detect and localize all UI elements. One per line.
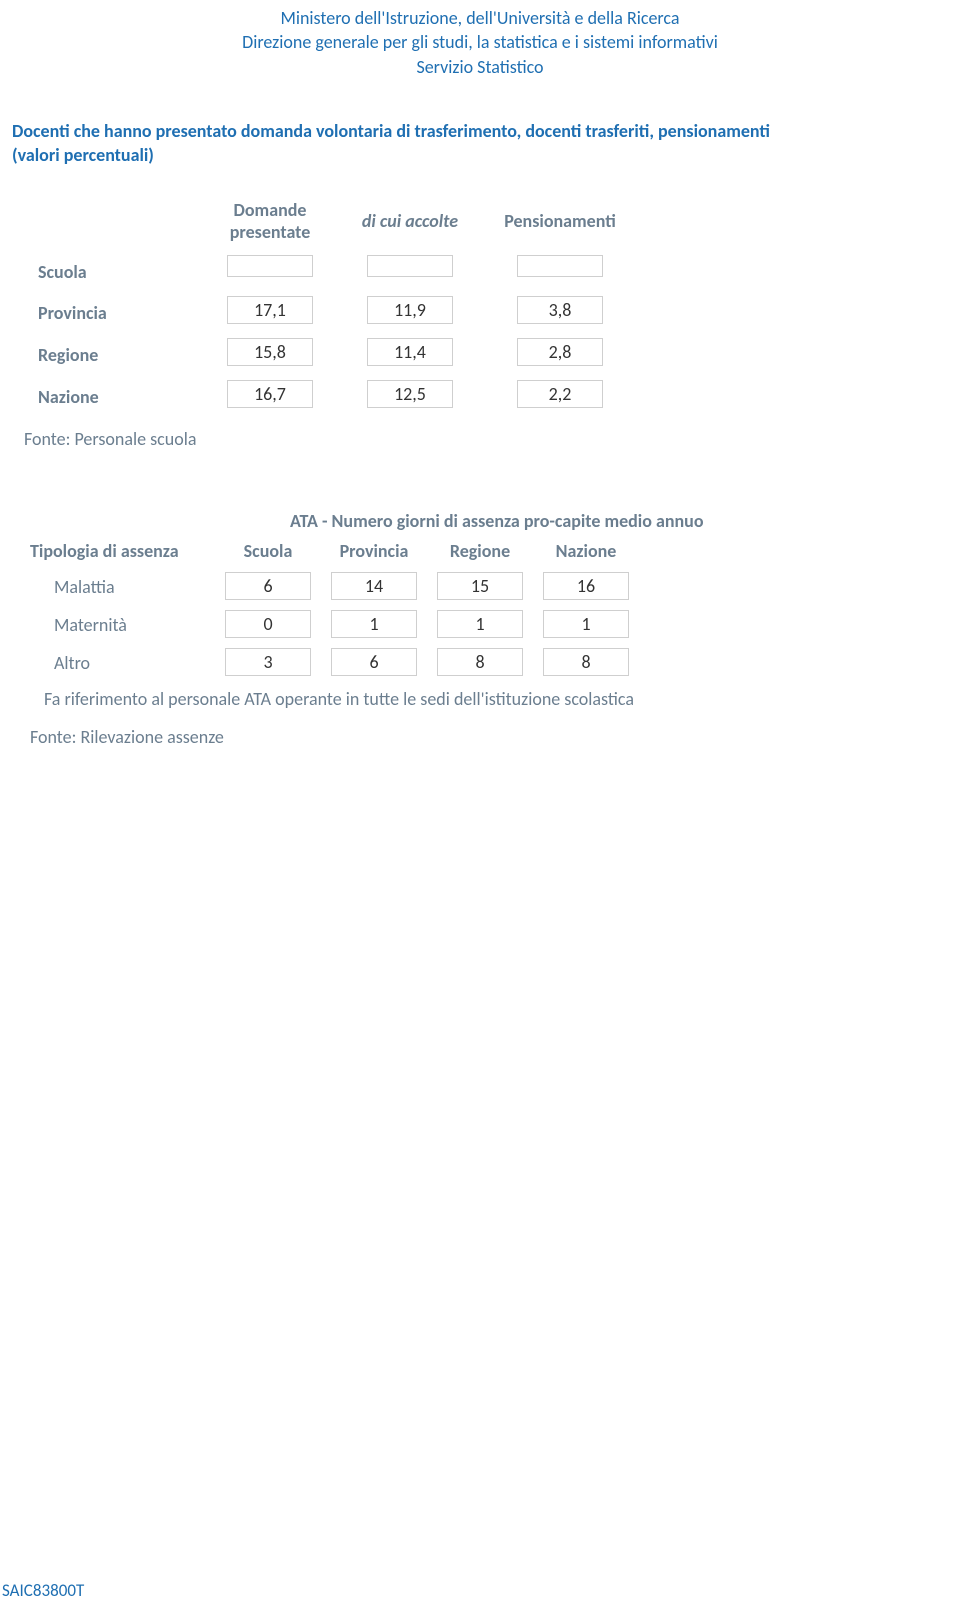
- table1-header-row: Domande presentate di cui accolte Pensio…: [0, 195, 635, 251]
- cell-regione-domande: 15,8: [227, 338, 313, 366]
- table-row: Regione 15,8 11,4 2,8: [0, 334, 635, 376]
- cell-maternita-scuola: 0: [225, 610, 311, 638]
- cell-scuola-accolte: [367, 255, 453, 277]
- footer-code: SAIC83800T: [2, 1580, 84, 1601]
- cell-nazione-accolte: 12,5: [367, 380, 453, 408]
- col-header-tipologia: Tipologia di assenza: [0, 538, 215, 570]
- section1-title: Docenti che hanno presentato domanda vol…: [0, 119, 960, 168]
- col-header-pensionamenti: Pensionamenti: [485, 195, 635, 251]
- table-docenti-trasferimento: Domande presentate di cui accolte Pensio…: [0, 195, 635, 418]
- cell-scuola-domande: [227, 255, 313, 277]
- cell-provincia-domande: 17,1: [227, 296, 313, 324]
- col-header-nazione: Nazione: [533, 538, 639, 570]
- cell-nazione-pensionamenti: 2,2: [517, 380, 603, 408]
- table-row: Maternità 0 1 1 1: [0, 608, 639, 646]
- cell-scuola-pensionamenti: [517, 255, 603, 277]
- col-header-domande-line2: presentate: [230, 221, 311, 243]
- cell-maternita-regione: 1: [437, 610, 523, 638]
- cell-maternita-nazione: 1: [543, 610, 629, 638]
- section1-title-line1: Docenti che hanno presentato domanda vol…: [12, 119, 954, 143]
- section1-title-line2: (valori percentuali): [12, 143, 954, 167]
- cell-altro-nazione: 8: [543, 648, 629, 676]
- col-header-scuola: Scuola: [215, 538, 321, 570]
- table2-header-row: Tipologia di assenza Scuola Provincia Re…: [0, 538, 639, 570]
- table-row: Malattia 6 14 15 16: [0, 570, 639, 608]
- page-content: Docenti che hanno presentato domanda vol…: [0, 79, 960, 749]
- section2-note: Fa riferimento al personale ATA operante…: [0, 688, 960, 710]
- cell-malattia-nazione: 16: [543, 572, 629, 600]
- header-line-3: Servizio Statistico: [0, 55, 960, 79]
- section2-super-header: ATA - Numero giorni di assenza pro-capit…: [0, 510, 960, 532]
- cell-maternita-provincia: 1: [331, 610, 417, 638]
- table-row: Provincia 17,1 11,9 3,8: [0, 292, 635, 334]
- header-line-1: Ministero dell'Istruzione, dell'Universi…: [0, 6, 960, 30]
- cell-altro-scuola: 3: [225, 648, 311, 676]
- section2-fonte: Fonte: Rilevazione assenze: [0, 726, 960, 748]
- col-header-domande: Domande presentate: [205, 195, 335, 251]
- row-label-scuola: Scuola: [0, 251, 205, 292]
- section1-fonte: Fonte: Personale scuola: [0, 428, 960, 450]
- table-row: Altro 3 6 8 8: [0, 646, 639, 684]
- table-row: Nazione 16,7 12,5 2,2: [0, 376, 635, 418]
- row-label-malattia: Malattia: [0, 570, 215, 608]
- header-line-2: Direzione generale per gli studi, la sta…: [0, 30, 960, 54]
- cell-regione-pensionamenti: 2,8: [517, 338, 603, 366]
- cell-malattia-provincia: 14: [331, 572, 417, 600]
- cell-provincia-pensionamenti: 3,8: [517, 296, 603, 324]
- col-header-regione: Regione: [427, 538, 533, 570]
- row-label-provincia: Provincia: [0, 292, 205, 334]
- cell-regione-accolte: 11,4: [367, 338, 453, 366]
- table-ata-assenze: Tipologia di assenza Scuola Provincia Re…: [0, 538, 639, 684]
- cell-provincia-accolte: 11,9: [367, 296, 453, 324]
- cell-malattia-scuola: 6: [225, 572, 311, 600]
- cell-nazione-domande: 16,7: [227, 380, 313, 408]
- page-header: Ministero dell'Istruzione, dell'Universi…: [0, 0, 960, 79]
- cell-malattia-regione: 15: [437, 572, 523, 600]
- row-label-maternita: Maternità: [0, 608, 215, 646]
- section2: ATA - Numero giorni di assenza pro-capit…: [0, 510, 960, 748]
- row-label-regione: Regione: [0, 334, 205, 376]
- cell-altro-regione: 8: [437, 648, 523, 676]
- row-label-altro: Altro: [0, 646, 215, 684]
- col-header-accolte: di cui accolte: [335, 195, 485, 251]
- col-header-provincia: Provincia: [321, 538, 427, 570]
- table-row: Scuola: [0, 251, 635, 292]
- cell-altro-provincia: 6: [331, 648, 417, 676]
- col-header-domande-line1: Domande: [234, 199, 307, 221]
- row-label-nazione: Nazione: [0, 376, 205, 418]
